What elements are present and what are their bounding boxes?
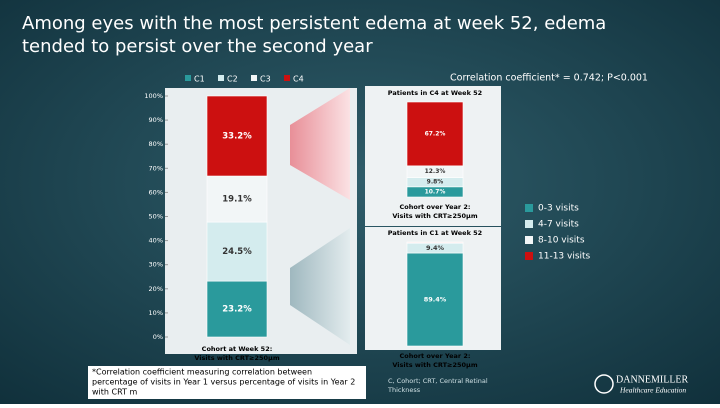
- bar-segment: [206, 280, 268, 338]
- connector: [290, 228, 350, 345]
- x-tick-label: Visits with CRT≥250μm: [392, 212, 477, 220]
- y-tick-label: 10%: [149, 309, 163, 317]
- value-label: 9.8%: [427, 179, 444, 186]
- legend-swatch: [525, 252, 533, 260]
- y-tick-label: 0%: [153, 333, 163, 341]
- logo-mark: [594, 374, 614, 394]
- y-tick-label: 20%: [149, 285, 163, 293]
- bar-segment: [206, 95, 268, 177]
- bar-segment: [206, 175, 268, 223]
- y-tick-label: 80%: [149, 140, 163, 148]
- legend-label: 0-3 visits: [538, 204, 579, 214]
- legend-label: C1: [194, 75, 205, 84]
- y-tick-label: 30%: [149, 261, 163, 269]
- bar-segment: [406, 241, 464, 243]
- y-tick-label: 40%: [149, 237, 163, 245]
- value-label: 89.4%: [424, 296, 447, 304]
- y-tick-label: 60%: [149, 188, 163, 196]
- bar-segment: [406, 252, 464, 347]
- connector: [290, 88, 350, 200]
- x-tick-label: Visits with CRT≥250μm: [194, 354, 279, 362]
- legend-swatch: [284, 75, 290, 81]
- legend-label: C3: [260, 75, 271, 84]
- value-label: 23.2%: [222, 305, 252, 315]
- x-tick-label: Visits with CRT≥250μm: [392, 361, 477, 369]
- legend-label: C2: [227, 75, 238, 84]
- x-tick-label: Cohort at Week 52:: [202, 345, 273, 353]
- value-label: 12.3%: [425, 168, 446, 175]
- value-label: 24.5%: [222, 247, 252, 257]
- y-tick-label: 90%: [149, 116, 163, 124]
- value-label: 19.1%: [222, 195, 252, 205]
- chart-title: Patients in C1 at Week 52: [388, 229, 482, 237]
- legend-swatch: [218, 75, 224, 81]
- y-tick-label: 50%: [149, 213, 163, 221]
- footnote-box: [88, 366, 366, 399]
- slide-title: Among eyes with the most persistent edem…: [22, 13, 606, 34]
- value-label: 67.2%: [425, 130, 446, 137]
- correlation: Correlation coefficient* = 0.742; P<0.00…: [450, 73, 648, 84]
- legend-label: 8-10 visits: [538, 236, 585, 246]
- legend-swatch: [251, 75, 257, 81]
- chart-title: Patients in C4 at Week 52: [388, 89, 482, 97]
- logo-tagline: Healthcare Education: [619, 386, 686, 395]
- slide-title: tended to persist over the second year: [22, 36, 373, 57]
- x-tick-label: Cohort over Year 2:: [400, 352, 471, 360]
- legend-label: 4-7 visits: [538, 220, 579, 230]
- y-tick-label: 70%: [149, 164, 163, 172]
- abbreviations: C, Cohort; CRT, Central Retinal: [388, 377, 488, 385]
- y-tick-label: 100%: [144, 92, 163, 100]
- legend-swatch: [525, 204, 533, 212]
- legend-label: C4: [293, 75, 304, 84]
- x-tick-label: Cohort over Year 2:: [400, 203, 471, 211]
- legend-label: 11-13 visits: [538, 252, 591, 262]
- legend-swatch: [525, 236, 533, 244]
- value-label: 9.4%: [426, 244, 445, 252]
- bar-segment: [206, 221, 268, 282]
- footnote: *Correlation coefficient measuring corre…: [92, 368, 312, 377]
- footnote: percentage of visits in Year 1 versus pe…: [92, 378, 355, 387]
- value-label: 10.7%: [425, 188, 446, 195]
- logo-name: DANNEMILLER: [616, 374, 689, 385]
- bar-segment: [406, 101, 464, 167]
- abbreviations: Thickness: [387, 386, 421, 394]
- value-label: 33.2%: [222, 132, 252, 142]
- footnote: with CRT m: [92, 388, 138, 397]
- legend-swatch: [185, 75, 191, 81]
- legend-swatch: [525, 220, 533, 228]
